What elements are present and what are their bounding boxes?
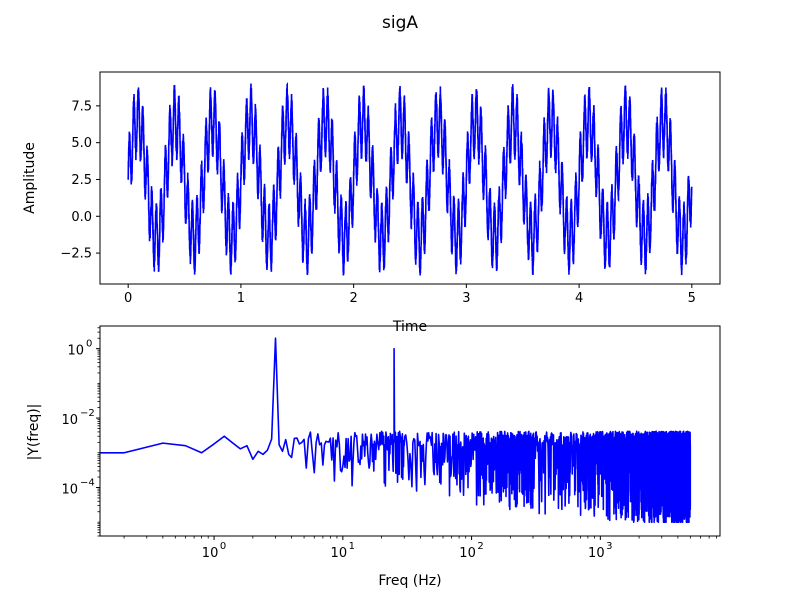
frequency-x-axis-label: Freq (Hz) bbox=[378, 573, 441, 589]
frequency-x-tick-label: 10 bbox=[588, 546, 605, 561]
time-y-tick-label: 0.0 bbox=[71, 210, 92, 225]
frequency-x-tick-exponent: 3 bbox=[606, 541, 612, 552]
time-x-tick-label: 1 bbox=[237, 291, 245, 306]
frequency-y-tick-label: 10 bbox=[61, 482, 78, 497]
time-x-tick-label: 5 bbox=[688, 291, 696, 306]
frequency-plot-area bbox=[100, 337, 692, 523]
time-y-tick-label: 2.5 bbox=[71, 173, 92, 188]
frequency-x-tick-label: 10 bbox=[331, 546, 348, 561]
time-x-ticks: 0 1 2 3 4 5 bbox=[124, 284, 696, 306]
frequency-y-axis-label: |Y(freq)| bbox=[26, 404, 42, 461]
time-axes-frame bbox=[99, 71, 721, 285]
frequency-x-tick-label: 10 bbox=[202, 546, 219, 561]
frequency-x-tick-exponent: 2 bbox=[477, 541, 483, 552]
time-x-tick-label: 0 bbox=[124, 291, 132, 306]
time-y-tick-label: 7.5 bbox=[71, 99, 92, 114]
time-x-tick-label: 3 bbox=[462, 291, 470, 306]
time-y-tick-label: −2.5 bbox=[60, 247, 92, 262]
time-x-tick-label: 2 bbox=[349, 291, 357, 306]
time-x-axis-label: Time bbox=[392, 319, 427, 335]
spectrum-line bbox=[100, 337, 692, 523]
frequency-x-tick-exponent: 0 bbox=[220, 541, 226, 552]
frequency-x-tick-exponent: 1 bbox=[349, 541, 355, 552]
frequency-y-tick-label: 10 bbox=[67, 344, 84, 359]
time-signal-line bbox=[127, 81, 693, 276]
frequency-x-ticks: 10 0 10 1 10 2 10 3 bbox=[123, 536, 718, 561]
time-y-ticks: −2.5 0.0 2.5 5.0 7.5 bbox=[60, 99, 100, 262]
frequency-y-tick-exponent: −4 bbox=[80, 477, 95, 488]
time-plot-area bbox=[127, 81, 693, 276]
frequency-x-tick-label: 10 bbox=[459, 546, 476, 561]
time-y-axis-label: Amplitude bbox=[22, 142, 38, 214]
time-axes: 0 1 2 3 4 5 −2.5 0.0 2.5 5.0 7.5 Time Amplitude bbox=[22, 71, 721, 335]
figure-title: sigA bbox=[382, 13, 418, 33]
frequency-y-tick-label: 10 bbox=[61, 413, 78, 428]
time-y-tick-label: 5.0 bbox=[71, 136, 92, 151]
time-x-tick-label: 4 bbox=[575, 291, 583, 306]
frequency-axes-frame bbox=[99, 325, 721, 537]
frequency-y-tick-exponent: −2 bbox=[80, 408, 95, 419]
frequency-y-tick-exponent: 0 bbox=[86, 339, 92, 350]
